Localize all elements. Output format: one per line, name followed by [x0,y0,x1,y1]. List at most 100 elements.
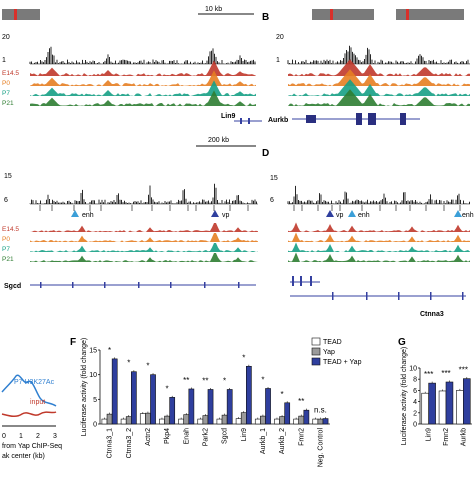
category-label: Aurkb_1 [260,428,267,454]
bar-tead [421,392,429,425]
gene-exon [368,113,376,125]
y-tick-label: 6 [413,388,417,395]
y-max-label: 20 [276,34,284,41]
y-tick-label: 15 [89,348,97,355]
gene-exon [170,282,172,288]
signal-track-p7 [288,242,470,252]
gene-exon [398,292,400,300]
bar-tead-yap [150,374,156,425]
locus-highlight [330,9,333,20]
gene-exon [204,282,206,288]
viewpoint-marker-icon [211,210,219,217]
significance-label: *** [441,369,450,378]
bar-tead-yap [207,389,214,425]
scale-bar-label: 10 kb [205,6,222,13]
bar-tead [456,390,464,425]
gene-exon [248,118,250,124]
bar-tead [293,418,299,425]
bar-yap [279,416,285,425]
significance-label: * [146,362,149,371]
signal-track-p7 [30,80,256,96]
y-tick-label: 10 [89,372,97,379]
signal-track-p21 [288,89,470,106]
significance-label: ** [298,397,304,406]
panel-letter: B [262,12,269,23]
panel-letter: D [262,148,269,159]
category-label: Park2 [202,428,209,446]
signal-track-e145 [30,223,258,232]
significance-label: * [166,384,169,393]
bar-tead [312,418,319,425]
bar-tead [274,418,280,425]
bar-tead-yap [322,418,329,425]
bar-tead-yap [111,358,118,425]
x-tick-label: 1 [19,433,23,440]
gene-exon [240,118,242,124]
locus-ideogram [312,9,374,20]
bar-tead-yap [131,371,137,425]
gene-exon [300,276,302,286]
signal-track-e145 [288,59,470,76]
y-max-label: 20 [2,34,10,41]
panel-b: B 20 1 Aurkb [262,9,470,125]
gene-exons [40,282,240,288]
category-label: Pkp4 [164,428,171,444]
signal-track-p7 [288,79,470,96]
bar-tead [159,418,165,425]
bar-tead [197,418,204,425]
bar-yap [260,415,266,425]
h3k27ac-tracks [30,223,258,262]
bar-yap [445,381,454,425]
signal-track-p21 [288,252,470,262]
gene-exon [356,113,362,125]
series-label: input [30,399,45,406]
significance-label: * [281,390,284,399]
bar-tead [101,418,108,425]
gene-exon [310,276,312,286]
category-label: Enah [183,428,190,444]
peak-ticks [39,205,249,211]
chip-seq-track [29,46,256,65]
panel-c: 200 kb 15 6 enh vp E14.5 P0 P7 P21 Sgcd [2,137,258,290]
legend-swatch [311,337,321,346]
track-label: P21 [2,100,14,107]
input-profile-line [1,411,57,418]
gene-label: Ctnna3 [420,311,444,318]
gene-exon [430,292,432,300]
y-tick-label: 8 [413,377,417,384]
track-label: P7 [2,90,10,97]
gene-exon [400,113,406,125]
significance-label: *** [459,366,468,375]
category-label: Lin9 [241,428,248,441]
gene-exon [462,292,464,300]
locus-ideogram [2,9,40,20]
viewpoint-marker-icon [326,210,334,217]
x-tick-label: 3 [53,433,57,440]
gene-exon [306,115,316,123]
bar-tead [120,418,127,425]
chip-seq-track [287,185,470,205]
panel-letter: F [70,337,76,348]
y-max-label: 15 [270,175,278,182]
gene-label: Aurkb [268,117,288,124]
bar-yap [183,414,190,425]
y-min-label: 1 [276,57,280,64]
bar-tead-yap [226,389,233,425]
signal-track-e145 [288,222,470,232]
series-label: P7 H3K27Ac [14,379,55,386]
enhancer-marker-icon [454,210,462,217]
category-label: Ctnna3_2 [126,428,133,458]
legend-swatch [311,357,321,366]
bar-yap [221,414,228,425]
bar-tead [178,418,184,425]
track-label: E14.5 [2,226,19,233]
bar-tead [254,418,261,425]
y-tick-label: 4 [413,399,417,406]
y-tick-label: 0 [93,422,97,429]
bar-tead [235,418,242,425]
gene-exon [138,282,140,288]
track-labels: E14.5 P0 P7 P21 [2,226,19,263]
significance-label: * [261,375,264,384]
y-tick-label: 5 [93,397,97,404]
track-label: P7 [2,246,10,253]
